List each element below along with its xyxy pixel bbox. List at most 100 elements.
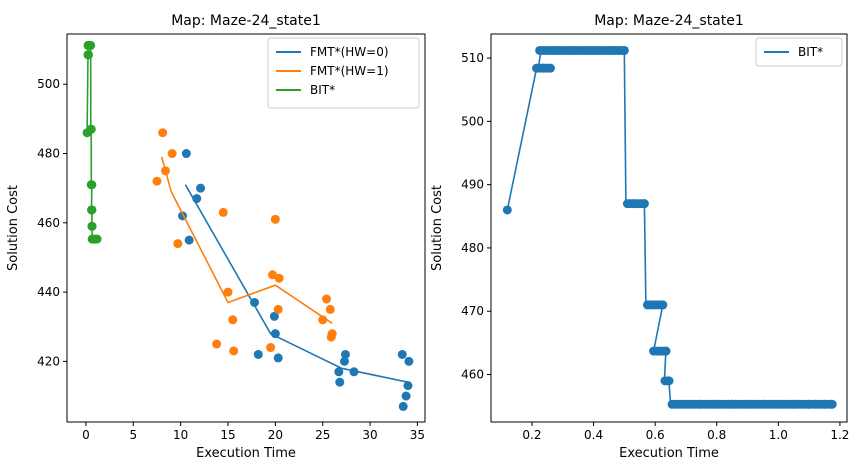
data-point-bit <box>92 234 102 244</box>
y-tick-label: 460 <box>461 368 484 382</box>
data-point-bit <box>87 180 97 190</box>
data-point-fmt-hw-0 <box>253 349 263 359</box>
x-tick-label: 0.4 <box>584 428 603 442</box>
marker-bit <box>545 63 555 73</box>
data-point-fmt-hw-0 <box>403 381 413 391</box>
legend: BIT* <box>755 37 843 67</box>
y-tick-label: 420 <box>37 354 60 368</box>
x-tick-label: 30 <box>362 428 377 442</box>
data-point-fmt-hw-0 <box>334 367 344 377</box>
data-point-bit <box>87 205 97 215</box>
x-tick-label: 25 <box>315 428 330 442</box>
data-point-fmt-hw-1 <box>218 207 228 217</box>
data-point-fmt-hw-0 <box>184 235 194 245</box>
data-point-fmt-hw-0 <box>250 297 260 307</box>
data-point-fmt-hw-1 <box>167 149 177 159</box>
data-point-fmt-hw-1 <box>322 294 332 304</box>
x-tick-label: 20 <box>268 428 283 442</box>
data-point-fmt-hw-0 <box>398 401 408 411</box>
y-tick-label: 510 <box>461 51 484 65</box>
legend-label: FMT*(HW=1) <box>310 64 389 78</box>
x-tick-label: 35 <box>410 428 425 442</box>
data-point-fmt-hw-1 <box>212 339 222 349</box>
data-point-fmt-hw-0 <box>397 349 407 359</box>
y-tick-label: 460 <box>37 216 60 230</box>
marker-bit <box>502 205 512 215</box>
data-point-fmt-hw-0 <box>349 367 359 377</box>
x-axis-label: Execution Time <box>196 446 296 461</box>
marker-bit <box>661 346 671 356</box>
chart-title: Map: Maze-24_state1 <box>171 13 321 29</box>
plot-frame <box>490 33 848 423</box>
data-point-fmt-hw-1 <box>152 176 162 186</box>
x-tick-label: 1.2 <box>830 428 849 442</box>
data-point-fmt-hw-1 <box>266 343 276 353</box>
data-point-fmt-hw-0 <box>404 356 414 366</box>
y-tick-label: 480 <box>461 241 484 255</box>
x-tick-label: 0.2 <box>522 428 541 442</box>
marker-bit <box>639 199 649 209</box>
marker-bit <box>827 399 837 409</box>
data-point-bit <box>87 221 97 231</box>
x-tick-label: 0.8 <box>707 428 726 442</box>
data-point-fmt-hw-1 <box>173 239 183 249</box>
data-point-fmt-hw-0 <box>192 194 202 204</box>
data-point-fmt-hw-1 <box>270 214 280 224</box>
data-point-fmt-hw-0 <box>270 329 280 339</box>
data-point-fmt-hw-1 <box>228 315 238 325</box>
x-tick-label: 10 <box>173 428 188 442</box>
data-point-fmt-hw-1 <box>229 346 239 356</box>
y-tick-label: 500 <box>37 77 60 91</box>
x-tick-label: 0.6 <box>646 428 665 442</box>
y-axis-label: Solution Cost <box>430 185 445 271</box>
x-axis-label: Execution Time <box>619 446 719 461</box>
data-point-fmt-hw-0 <box>269 311 279 321</box>
series-line-fmt-hw-0 <box>184 184 409 383</box>
data-point-fmt-hw-1 <box>273 304 283 314</box>
legend-label: BIT* <box>798 45 823 59</box>
legend-box <box>755 37 843 67</box>
y-tick-label: 470 <box>461 304 484 318</box>
data-point-fmt-hw-0 <box>339 356 349 366</box>
x-tick-label: 5 <box>129 428 137 442</box>
x-tick-label: 0 <box>82 428 90 442</box>
legend-box <box>267 37 420 109</box>
data-point-fmt-hw-1 <box>268 270 278 280</box>
data-point-fmt-hw-1 <box>326 332 336 342</box>
marker-bit <box>664 376 674 386</box>
right-chart: Map: Maze-24_state1 0.2 0.4 0.6 0.8 1.0 1.2 460… <box>430 13 849 461</box>
legend-label: BIT* <box>310 83 335 97</box>
data-point-fmt-hw-1 <box>223 287 233 297</box>
data-point-fmt-hw-1 <box>318 315 328 325</box>
series-line-fmt-hw-1 <box>160 156 333 324</box>
y-tick-label: 500 <box>461 114 484 128</box>
legend: FMT*(HW=0) FMT*(HW=1) BIT* <box>267 37 420 109</box>
marker-bit <box>658 300 668 310</box>
left-chart: Map: Maze-24_state1 0 5 10 15 20 25 30 35 420 440 4… <box>6 13 426 461</box>
data-point-fmt-hw-1 <box>160 166 170 176</box>
data-point-fmt-hw-0 <box>273 353 283 363</box>
y-tick-label: 440 <box>37 285 60 299</box>
x-tick-label: 1.0 <box>769 428 788 442</box>
data-point-fmt-hw-1 <box>274 273 284 283</box>
data-point-fmt-hw-0 <box>340 349 350 359</box>
data-layer <box>82 40 414 411</box>
data-point-fmt-hw-0 <box>181 149 191 159</box>
data-point-fmt-hw-0 <box>401 391 411 401</box>
data-layer <box>502 45 837 409</box>
data-point-bit <box>86 124 96 134</box>
data-point-fmt-hw-1 <box>325 304 335 314</box>
y-tick-label: 480 <box>37 147 60 161</box>
y-tick-label: 490 <box>461 178 484 192</box>
legend-label: FMT*(HW=0) <box>310 45 389 59</box>
data-point-fmt-hw-0 <box>196 183 206 193</box>
chart-title: Map: Maze-24_state1 <box>594 13 744 29</box>
y-axis-label: Solution Cost <box>6 185 21 271</box>
data-point-fmt-hw-1 <box>158 128 168 138</box>
data-point-fmt-hw-0 <box>335 377 345 387</box>
data-point-bit <box>86 40 96 50</box>
marker-bit <box>619 45 629 55</box>
x-tick-label: 15 <box>220 428 235 442</box>
data-point-bit <box>83 50 93 60</box>
